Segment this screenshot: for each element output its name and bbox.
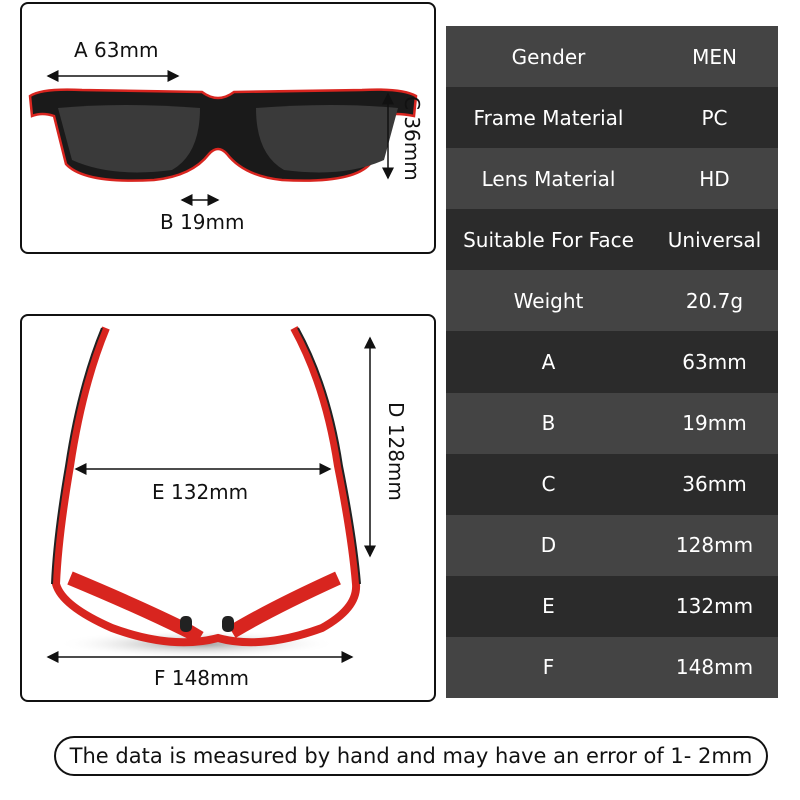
spec-row-lens-material: Lens Material HD <box>446 148 778 210</box>
spec-value: 20.7g <box>685 288 744 313</box>
spec-value: 19mm <box>682 411 747 436</box>
dimension-a-label: A 63mm <box>74 38 159 62</box>
spec-value: 63mm <box>682 350 747 375</box>
spec-value: PC <box>701 105 728 130</box>
spec-key: F <box>542 655 555 680</box>
spec-row-frame-material: Frame Material PC <box>446 87 778 149</box>
spec-key: Weight <box>513 288 584 313</box>
spec-value: HD <box>699 166 730 191</box>
spec-value: 148mm <box>675 655 754 680</box>
spec-row-weight: Weight 20.7g <box>446 270 778 332</box>
spec-key: B <box>541 411 556 436</box>
spec-row-face: Suitable For Face Universal <box>446 209 778 271</box>
spec-value: 128mm <box>675 533 754 558</box>
dimension-b-label: B 19mm <box>160 210 245 234</box>
spec-key: C <box>541 472 556 497</box>
spec-value: 132mm <box>675 594 754 619</box>
spec-table: Gender MEN Frame Material PC Lens Material… <box>446 26 778 699</box>
dimension-c-label: C 36mm <box>400 96 424 181</box>
spec-value: 36mm <box>682 472 747 497</box>
dimension-d-label: D 128mm <box>384 402 408 501</box>
spec-key: E <box>542 594 555 619</box>
spec-key: A <box>541 350 556 375</box>
spec-row-b: B 19mm <box>446 392 778 454</box>
sunglasses-top-image <box>46 326 376 663</box>
spec-row-c: C 36mm <box>446 453 778 515</box>
spec-row-e: E 132mm <box>446 575 778 637</box>
spec-key: Frame Material <box>473 105 624 130</box>
spec-row-gender: Gender MEN <box>446 26 778 88</box>
spec-row-a: A 63mm <box>446 331 778 393</box>
sunglasses-front-image <box>28 70 418 206</box>
spec-row-f: F 148mm <box>446 636 778 699</box>
spec-row-d: D 128mm <box>446 514 778 576</box>
dimension-e-label: E 132mm <box>152 480 249 504</box>
top-view-panel: E 132mm F 148mm D 128mm <box>20 314 436 702</box>
spec-value: Universal <box>667 227 762 252</box>
measurement-note: The data is measured by hand and may hav… <box>54 736 768 776</box>
spec-key: Suitable For Face <box>463 227 634 252</box>
front-view-panel: A 63mm B 19mm C 36mm <box>20 2 436 254</box>
spec-value: MEN <box>692 44 737 69</box>
spec-key: D <box>540 533 557 558</box>
dimension-f-label: F 148mm <box>154 666 249 690</box>
spec-key: Lens Material <box>481 166 616 191</box>
spec-key: Gender <box>511 44 586 69</box>
